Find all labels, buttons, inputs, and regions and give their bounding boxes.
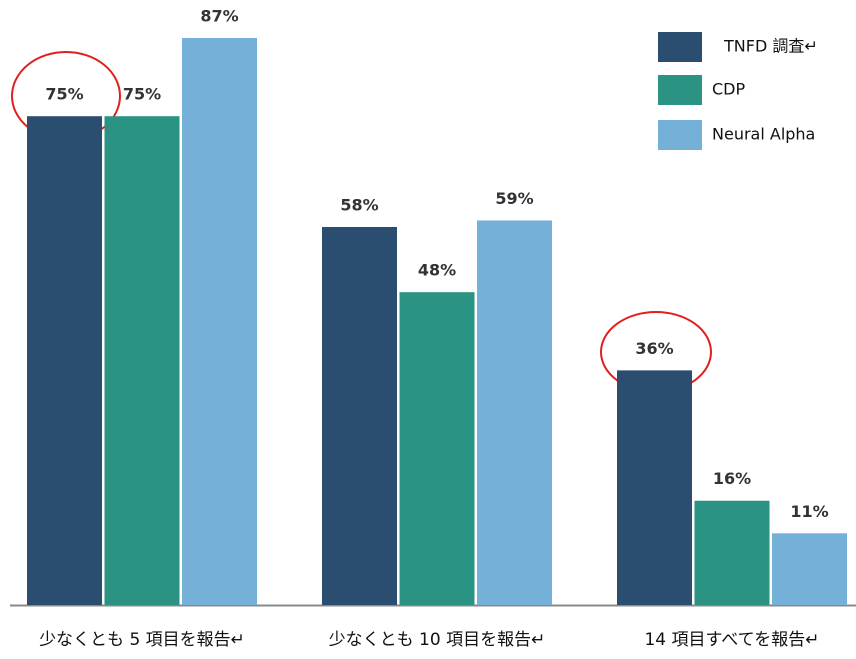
legend-swatch <box>658 75 702 105</box>
value-label: 58% <box>340 196 378 215</box>
value-label: 87% <box>200 7 238 26</box>
value-label: 75% <box>123 85 161 104</box>
value-label: 11% <box>790 502 828 521</box>
bar <box>399 292 475 605</box>
legend-swatch <box>658 32 702 62</box>
value-label: 59% <box>495 189 533 208</box>
bar <box>322 227 397 605</box>
value-label: 48% <box>418 261 456 280</box>
value-label: 36% <box>635 339 673 358</box>
x-tick-label: 14 項目すべてを報告↵ <box>644 630 819 650</box>
legend-label: Neural Alpha <box>712 125 815 144</box>
bar <box>477 220 552 605</box>
legend-swatch <box>658 120 702 150</box>
bar <box>772 533 847 605</box>
x-tick-label: 少なくとも 10 項目を報告↵ <box>329 630 546 650</box>
bar <box>104 116 180 605</box>
bar <box>27 116 102 605</box>
x-tick-label: 少なくとも 5 項目を報告↵ <box>39 630 245 650</box>
bar <box>694 500 770 605</box>
legend-label: CDP <box>712 80 745 99</box>
value-label: 16% <box>713 469 751 488</box>
bar <box>182 38 257 605</box>
legend-label: TNFD 調査↵ <box>723 37 818 56</box>
bar <box>617 370 692 605</box>
value-label: 75% <box>45 85 83 104</box>
